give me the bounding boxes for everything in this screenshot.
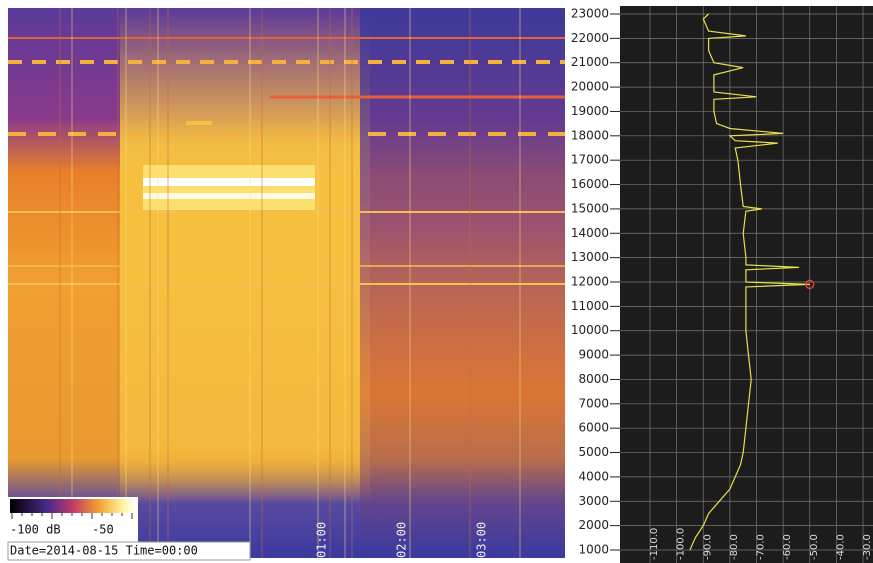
level-tick-label: -100.0 [676,528,687,560]
freq-tick-label: 2000 [578,518,609,532]
freq-tick-label: 7000 [578,396,609,410]
freq-tick-label: 13000 [571,250,609,264]
freq-tick-label: 21000 [571,55,609,69]
freq-tick-label: 17000 [571,153,609,167]
level-tick-label: -30.0 [862,534,873,560]
colorbar-label: -50 [92,523,114,537]
freq-tick-label: 12000 [571,275,609,289]
level-tick-label: -70.0 [756,534,767,560]
level-tick-label: -90.0 [702,534,713,560]
level-tick-label: -40.0 [835,534,846,560]
freq-tick-label: 1000 [578,543,609,557]
freq-tick-label: 9000 [578,348,609,362]
freq-tick-label: 14000 [571,226,609,240]
freq-tick-label: 16000 [571,177,609,191]
freq-tick-label: 23000 [571,7,609,21]
freq-tick-label: 8000 [578,372,609,386]
time-label: 01:00 [315,522,329,558]
freq-tick-label: 10000 [571,323,609,337]
spectrogram: -100 dB -50 Date=2014-08-15 Time=00:00 0… [8,8,565,560]
time-label: 02:00 [395,522,409,558]
freq-tick-label: 11000 [571,299,609,313]
burst-core [143,193,315,199]
burst-core [143,178,315,186]
level-tick-label: -80.0 [729,534,740,560]
time-label: 03:00 [475,522,489,558]
level-tick-label: -60.0 [782,534,793,560]
status-text: Date=2014-08-15 Time=00:00 [10,544,198,558]
colorbar [10,499,136,513]
freq-tick-label: 18000 [571,128,609,142]
freq-tick-label: 6000 [578,421,609,435]
spectrum-panel [620,6,873,563]
level-tick-label: -50.0 [809,534,820,560]
burst [143,165,315,210]
level-tick-label: -110.0 [649,528,660,560]
freq-tick-label: 22000 [571,31,609,45]
freq-tick-label: 4000 [578,469,609,483]
screenshot: -100 dB -50 Date=2014-08-15 Time=00:00 0… [0,0,873,563]
colorbar-label: -100 dB [10,523,61,537]
freq-tick-label: 3000 [578,494,609,508]
freq-tick-label: 20000 [571,80,609,94]
freq-tick-label: 5000 [578,445,609,459]
freq-tick-label: 19000 [571,104,609,118]
freq-tick-label: 15000 [571,201,609,215]
